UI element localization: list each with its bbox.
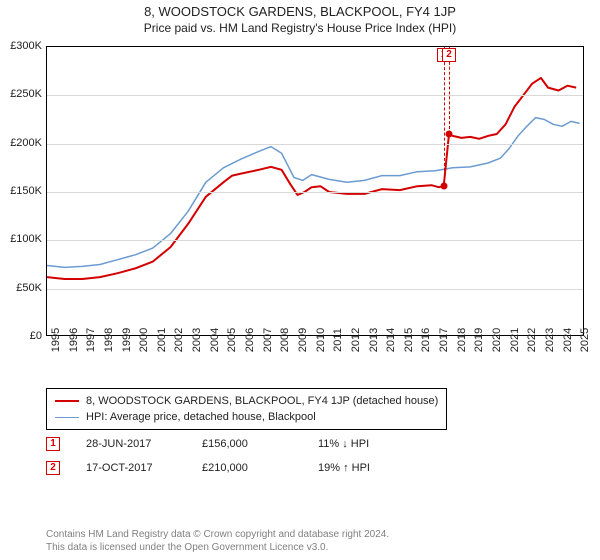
y-tick-label: £0 [2, 330, 42, 342]
chart-area: 12 £0 £50K £100K £150K £200K £250K £300K 1995 19… [0, 40, 600, 380]
x-tick-label: 2008 [279, 328, 291, 352]
license-line: Contains HM Land Registry data © Crown c… [46, 529, 389, 542]
y-tick-label: £300K [2, 40, 42, 52]
gridline [47, 240, 583, 241]
x-tick-label: 1996 [68, 328, 80, 352]
x-tick-label: 2021 [509, 328, 521, 352]
transaction-delta: 19% ↑ HPI [318, 462, 408, 474]
x-tick-label: 2011 [332, 328, 344, 352]
title-address: 8, WOODSTOCK GARDENS, BLACKPOOL, FY4 1JP [0, 4, 600, 19]
y-tick-label: £50K [2, 282, 42, 294]
table-row: 2 17-OCT-2017 £210,000 19% ↑ HPI [46, 456, 408, 480]
transaction-date: 17-OCT-2017 [86, 462, 176, 474]
transaction-marker-box: 2 [442, 48, 456, 62]
x-tick-label: 2004 [209, 328, 221, 352]
gridline [47, 95, 583, 96]
y-tick-label: £150K [2, 185, 42, 197]
table-row: 1 28-JUN-2017 £156,000 11% ↓ HPI [46, 432, 408, 456]
license-text: Contains HM Land Registry data © Crown c… [46, 529, 389, 554]
x-tick-label: 2010 [315, 328, 327, 352]
transaction-price: £210,000 [202, 462, 292, 474]
transaction-date: 28-JUN-2017 [86, 438, 176, 450]
x-tick-label: 2017 [438, 328, 450, 352]
x-tick-label: 2001 [156, 328, 168, 352]
x-tick-label: 2006 [244, 328, 256, 352]
legend-box: 8, WOODSTOCK GARDENS, BLACKPOOL, FY4 1JP… [46, 388, 447, 430]
license-line: This data is licensed under the Open Gov… [46, 542, 389, 555]
plot-region: 12 [46, 46, 584, 336]
x-tick-label: 2005 [226, 328, 238, 352]
x-tick-label: 2000 [138, 328, 150, 352]
x-tick-label: 1999 [121, 328, 133, 352]
x-tick-label: 2019 [473, 328, 485, 352]
x-tick-label: 2015 [403, 328, 415, 352]
x-tick-label: 2009 [297, 328, 309, 352]
x-tick-label: 2007 [262, 328, 274, 352]
transaction-price: £156,000 [202, 438, 292, 450]
legend-row: 8, WOODSTOCK GARDENS, BLACKPOOL, FY4 1JP… [55, 393, 438, 409]
x-tick-label: 2003 [191, 328, 203, 352]
legend-swatch [55, 400, 79, 402]
title-subtitle: Price paid vs. HM Land Registry's House … [0, 21, 600, 35]
x-tick-label: 2025 [579, 328, 591, 352]
gridline [47, 289, 583, 290]
legend-label: HPI: Average price, detached house, Blac… [86, 411, 316, 423]
y-tick-label: £100K [2, 233, 42, 245]
x-tick-label: 2012 [350, 328, 362, 352]
x-tick-label: 2018 [456, 328, 468, 352]
gridline [47, 192, 583, 193]
legend-row: HPI: Average price, detached house, Blac… [55, 409, 438, 425]
x-tick-label: 2016 [420, 328, 432, 352]
x-tick-label: 2022 [526, 328, 538, 352]
x-tick-label: 2002 [173, 328, 185, 352]
legend-swatch [55, 417, 79, 418]
x-tick-label: 2024 [562, 328, 574, 352]
x-tick-label: 2020 [491, 328, 503, 352]
x-tick-label: 2013 [368, 328, 380, 352]
x-tick-label: 2014 [385, 328, 397, 352]
x-tick-label: 1998 [103, 328, 115, 352]
y-tick-label: £200K [2, 137, 42, 149]
y-tick-label: £250K [2, 88, 42, 100]
x-tick-label: 1997 [85, 328, 97, 352]
transaction-marker-icon: 2 [46, 461, 60, 475]
transaction-dot [440, 183, 447, 190]
transactions-table: 1 28-JUN-2017 £156,000 11% ↓ HPI 2 17-OC… [46, 432, 408, 480]
gridline [47, 144, 583, 145]
transaction-drop-line [444, 47, 445, 186]
x-tick-label: 2023 [544, 328, 556, 352]
transaction-delta: 11% ↓ HPI [318, 438, 408, 450]
series-line-price_paid [47, 78, 576, 279]
chart-titles: 8, WOODSTOCK GARDENS, BLACKPOOL, FY4 1JP… [0, 0, 600, 35]
transaction-marker-icon: 1 [46, 437, 60, 451]
legend-label: 8, WOODSTOCK GARDENS, BLACKPOOL, FY4 1JP… [86, 395, 438, 407]
transaction-dot [446, 131, 453, 138]
x-tick-label: 1995 [50, 328, 62, 352]
